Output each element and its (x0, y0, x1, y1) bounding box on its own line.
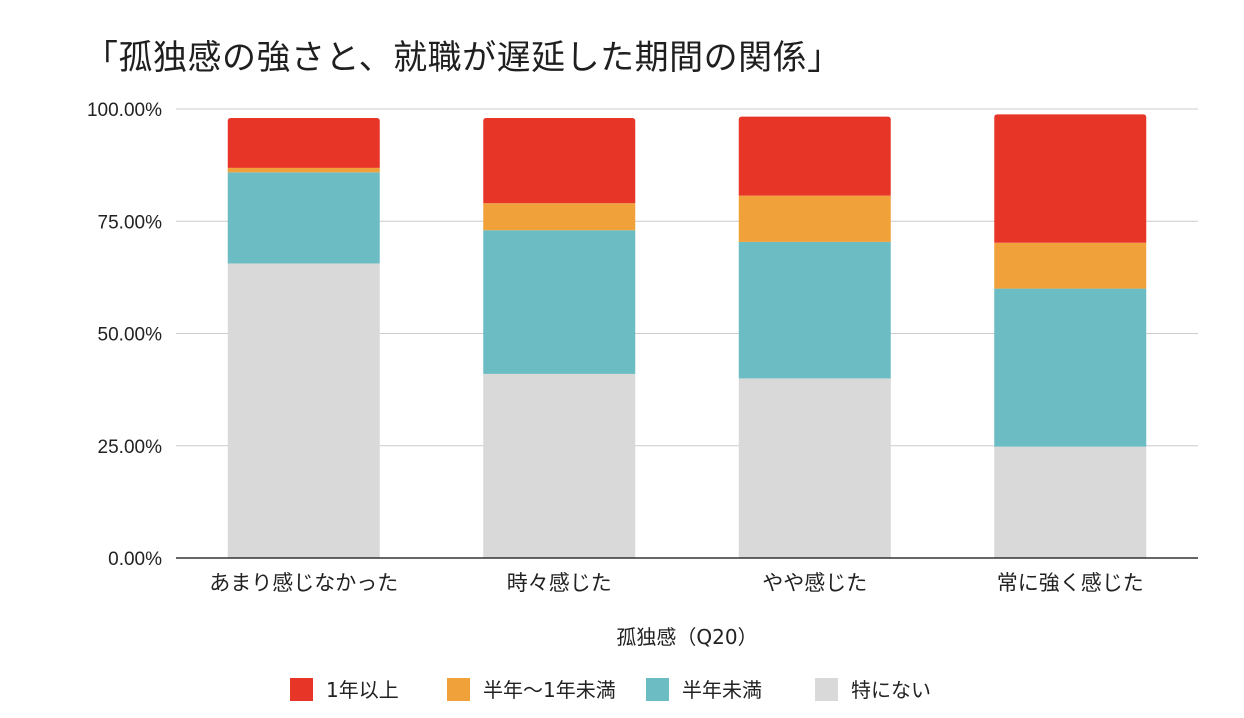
y-tick-label: 75.00% (98, 212, 163, 233)
y-tick-label: 50.00% (98, 325, 163, 346)
y-tick-label: 25.00% (98, 437, 163, 458)
bar-segment (994, 288, 1147, 447)
chart-title: 「孤独感の強さと、就職が遅延した期間の関係」 (84, 38, 842, 78)
x-axis-title: 孤独感（Q20） (616, 625, 757, 649)
y-tick-label: 0.00% (108, 549, 162, 570)
x-category-label: あまり感じなかった (209, 571, 398, 595)
bar-segment (227, 167, 380, 173)
bar-segment (738, 195, 891, 242)
bar-segment (227, 263, 380, 558)
bar-segment (483, 203, 636, 231)
bars (227, 114, 1147, 558)
bar-segment (738, 116, 891, 196)
legend-label: 特にない (851, 678, 931, 702)
y-axis-tick-labels: 0.00% 25.00% 50.00% 75.00% 100.00% (87, 100, 162, 570)
bar-segment (994, 446, 1147, 558)
bar-segment (738, 378, 891, 558)
legend-swatch (815, 678, 838, 701)
legend-item: 半年〜1年未満 (447, 678, 616, 702)
bar-segment (227, 117, 380, 168)
bar-segment (483, 230, 636, 374)
bar-stack (738, 116, 891, 558)
x-category-label: 常に強く感じた (997, 571, 1144, 595)
bar-segment (227, 172, 380, 264)
legend-label: 半年未満 (682, 678, 762, 702)
legend-swatch (447, 678, 470, 701)
x-axis-category-labels: あまり感じなかった 時々感じた やや感じた 常に強く感じた (209, 571, 1144, 595)
bar-segment (994, 114, 1147, 243)
bar-stack (227, 117, 380, 558)
bar-segment (994, 242, 1147, 289)
bar-stack (994, 114, 1147, 558)
bar-segment (738, 241, 891, 379)
bar-segment (483, 373, 636, 558)
legend-swatch (646, 678, 669, 701)
legend-item: 半年未満 (646, 678, 762, 702)
bar-stack (483, 117, 636, 558)
legend-label: 1年以上 (326, 678, 399, 702)
y-tick-label: 100.00% (87, 100, 162, 121)
legend: 1年以上 半年〜1年未満 半年未満 特にない (290, 678, 931, 702)
x-category-label: やや感じた (762, 571, 867, 595)
x-category-label: 時々感じた (507, 571, 612, 595)
legend-label: 半年〜1年未満 (483, 678, 616, 702)
bar-segment (483, 117, 636, 204)
legend-swatch (290, 678, 313, 701)
legend-item: 1年以上 (290, 678, 399, 702)
legend-item: 特にない (815, 678, 931, 702)
